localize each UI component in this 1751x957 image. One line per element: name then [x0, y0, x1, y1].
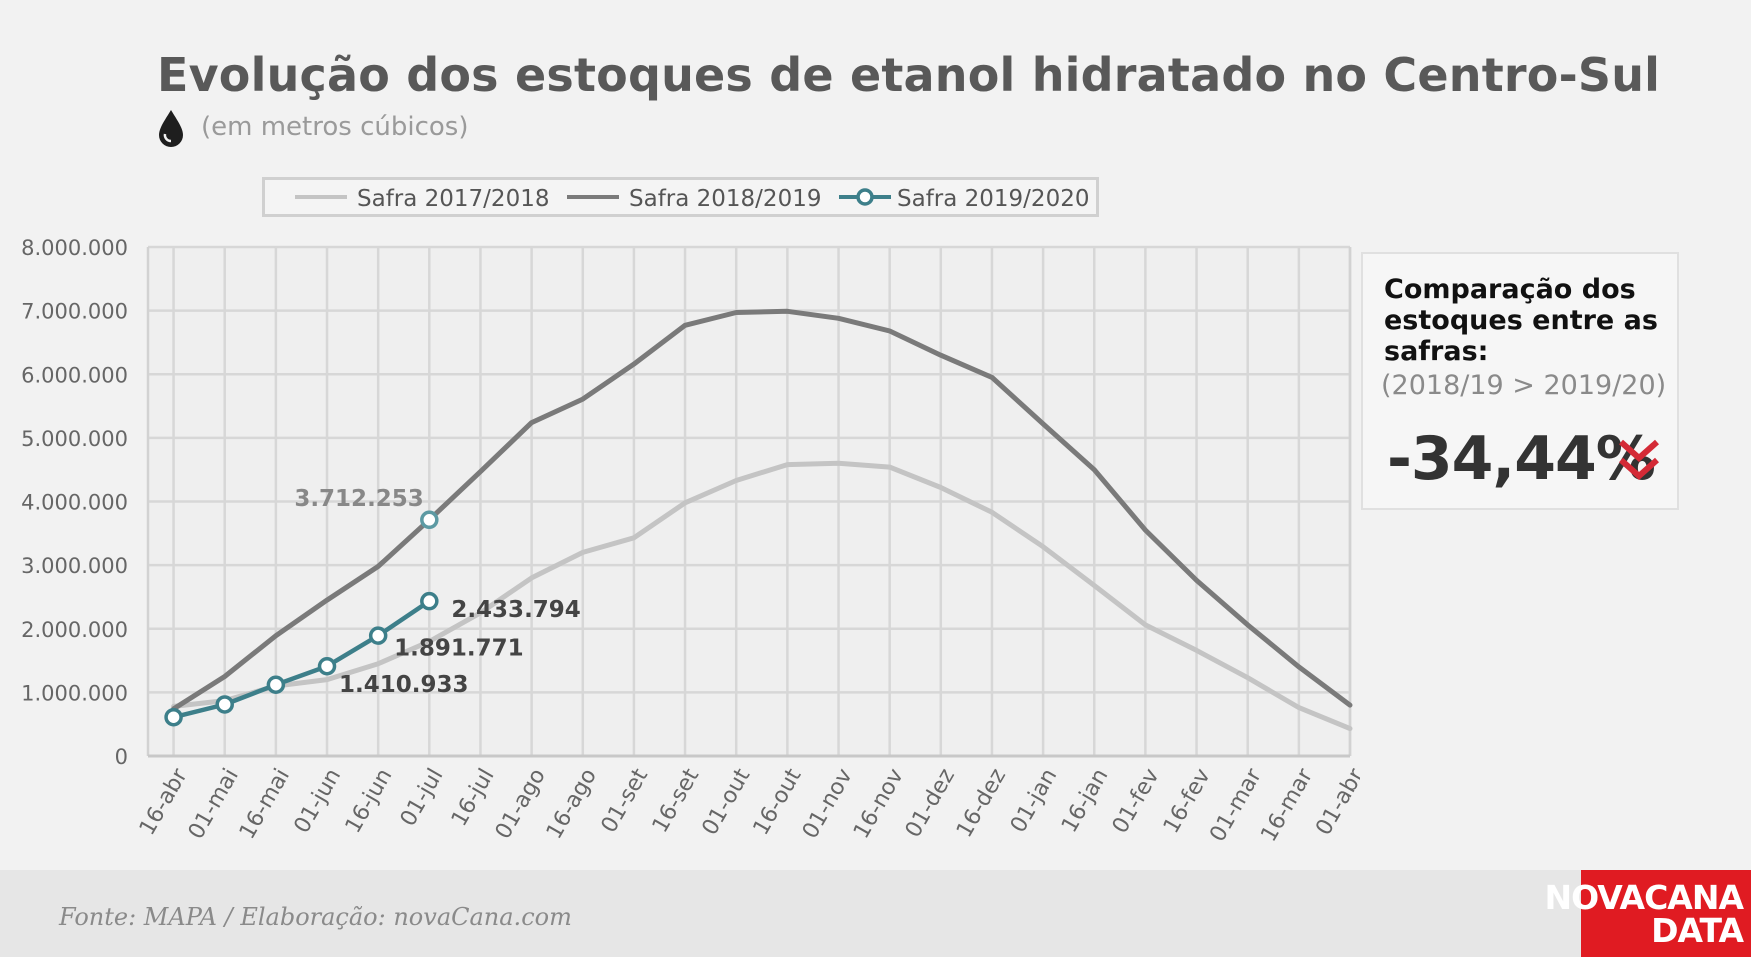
x-tick-label: 16-jun — [341, 765, 398, 838]
data-label: 1.410.933 — [339, 672, 469, 698]
line-chart: 0 1.000.000 2.000.000 3.000.000 4.000.000 5.0… — [21, 236, 1360, 847]
data-label: 2.433.794 — [451, 597, 581, 623]
panel-percent-value: -34,44% — [1387, 424, 1656, 494]
x-tick-label: 16-dez — [952, 765, 1011, 842]
panel-subheading: (2018/19 > 2019/20) — [1381, 370, 1667, 401]
legend-label: Safra 2018/2019 — [629, 186, 822, 212]
legend-label: Safra 2019/2020 — [897, 186, 1090, 212]
x-tick-label: 16-nov — [849, 765, 909, 844]
data-point-safra-2019 — [420, 591, 439, 611]
panel-heading: Comparação dos estoques entre as safras: — [1384, 274, 1658, 367]
data-point-safra-2019 — [317, 656, 337, 676]
data-point-safra-2019 — [164, 707, 183, 727]
x-tick-label: 16-jul — [447, 765, 500, 831]
chart-legend: Safra 2017/2018 Safra 2018/2019 Safra 20… — [262, 177, 1099, 217]
x-tick-label: 01-set — [597, 764, 654, 837]
logo-line-2: DATA — [1651, 911, 1744, 950]
data-point-safra-2019 — [266, 675, 286, 694]
x-tick-label: 16-ago — [542, 765, 602, 844]
y-tick-label: 7.000.000 — [21, 300, 128, 324]
data-point-safra-2019 — [215, 695, 234, 714]
logo-line-1: NOVACANA — [1544, 878, 1744, 917]
y-tick-label: 6.000.000 — [21, 363, 128, 387]
y-tick-label: 4.000.000 — [21, 491, 128, 515]
x-tick-label: 16-mai — [235, 765, 295, 844]
data-label: 1.891.771 — [394, 636, 524, 662]
x-tick-label: 16-set — [648, 764, 705, 837]
y-tick-label: 1.000.000 — [21, 681, 128, 705]
x-tick-label: 01-jul — [396, 765, 449, 831]
series-line-1 — [171, 460, 1353, 732]
x-tick-label: 16-out — [749, 764, 807, 839]
x-tick-label: 01-abr — [1311, 764, 1360, 840]
data-point-safra-2019 — [368, 626, 388, 645]
legend-label: Safra 2017/2018 — [357, 186, 550, 212]
y-tick-label: 0 — [115, 745, 128, 769]
y-tick-label: 2.000.000 — [21, 618, 128, 642]
x-tick-label: 16-fev — [1159, 765, 1216, 838]
drop-icon — [159, 110, 183, 147]
y-tick-label: 5.000.000 — [21, 427, 128, 451]
x-tick-label: 01-jun — [290, 765, 347, 838]
y-tick-label: 8.000.000 — [21, 236, 128, 260]
x-tick-label: 01-dez — [901, 765, 960, 842]
chart-subtitle: (em metros cúbicos) — [201, 112, 469, 142]
series-line-2 — [171, 308, 1353, 712]
x-tick-label: 01-jan — [1006, 765, 1062, 838]
footer: Fonte: MAPA / Elaboração: novaCana.com — [0, 870, 1751, 957]
x-tick-label: 16-mar — [1256, 764, 1318, 847]
data-point-highlight — [420, 510, 439, 530]
source-note: Fonte: MAPA / Elaboração: novaCana.com — [59, 903, 572, 931]
comparison-panel: Comparação dos estoques entre as safras:… — [1361, 252, 1679, 510]
double-chevron-down-icon — [1619, 439, 1659, 481]
data-label: 3.712.253 — [294, 486, 424, 512]
x-tick-label: 01-fev — [1108, 765, 1165, 838]
chart-title: Evolução dos estoques de etanol hidratad… — [157, 48, 1661, 102]
x-tick-label: 01-out — [698, 764, 756, 839]
y-tick-label: 3.000.000 — [21, 554, 128, 578]
x-tick-label: 16-jan — [1057, 765, 1113, 838]
novacana-logo: NOVACANA DATA — [1544, 870, 1751, 957]
